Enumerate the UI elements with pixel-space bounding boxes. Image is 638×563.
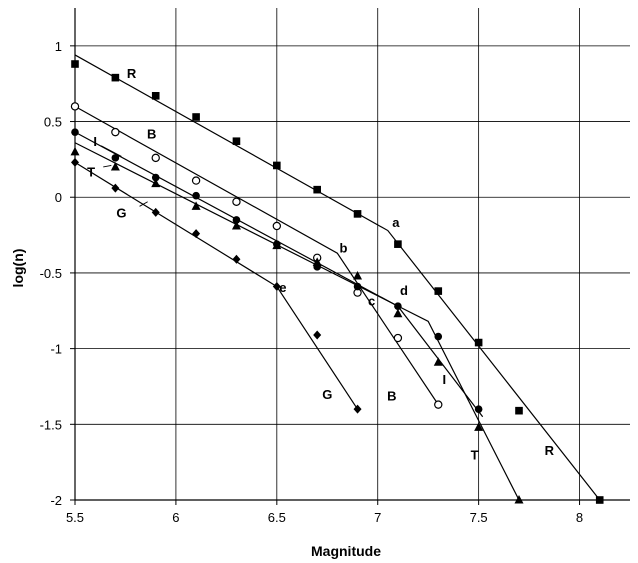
data-point-r [515,406,523,415]
label-leader-line [101,145,122,157]
data-point-i [151,173,160,182]
series-label-t: T [471,448,479,463]
data-point-t [231,220,241,230]
x-tick-label: 7.5 [470,510,488,525]
break-label-a: a [392,215,400,230]
data-point-t [312,257,322,266]
data-point-i [353,282,362,291]
y-tick-label: -1 [50,342,62,357]
data-point-b [151,153,160,163]
y-tick-label: 0.5 [44,115,62,130]
data-point-b [232,197,241,206]
x-tick-label: 8 [576,510,583,525]
data-point-g [111,183,120,193]
data-point-t [272,240,282,250]
x-tick-label: 6 [172,510,179,525]
data-point-g [151,207,160,217]
data-point-g [192,229,201,239]
label-leader-line [103,164,112,168]
data-point-i [434,332,443,341]
series-label-r: R [127,66,137,81]
break-label-b: b [339,241,347,256]
break-label-e: e [279,280,286,295]
data-point-r [394,240,402,248]
break-label-d: d [400,283,408,298]
fit-line-g [74,161,359,410]
data-point-g [272,282,281,292]
data-point-b [191,176,201,185]
data-point-t [433,357,443,366]
data-point-r [353,210,362,218]
data-point-g [313,330,322,340]
fit-line-t [74,142,520,501]
series-label-g: G [322,387,332,402]
data-point-b [272,221,282,231]
data-point-i [474,405,483,413]
data-point-i [111,154,120,162]
data-point-i [232,216,241,224]
data-point-t [191,201,201,210]
data-point-r [111,73,120,82]
data-point-b [434,400,443,409]
series-label-i: I [93,134,97,149]
data-point-i [192,191,200,200]
data-point-t [353,270,363,280]
x-tick-label: 7 [374,510,381,525]
series-label-i: I [443,372,447,387]
data-point-g [353,404,362,414]
break-label-c: c [368,294,375,309]
data-point-r [192,113,200,121]
series-label-g: G [116,205,126,220]
grid [74,8,630,501]
y-tick-label: -0.5 [40,266,62,281]
y-axis-title: log(n) [10,249,26,288]
fit-line-b [74,105,439,405]
data-point-r [313,185,321,194]
series-label-t: T [87,164,95,179]
y-tick-label: 0 [55,190,62,205]
data-point-r [151,92,160,100]
data-point-t [514,495,524,504]
x-tick-label: 5.5 [66,510,84,525]
data-point-i [71,128,79,136]
data-point-t [393,308,403,318]
data-point-r [71,60,79,68]
label-leaders [101,145,148,207]
fit-line-i [74,131,484,418]
series-label-r: R [545,443,555,458]
data-point-r [273,161,281,170]
label-leader-line [139,201,148,207]
fit-line-r [74,54,601,501]
data-point-r [595,496,604,504]
y-tick-label: -2 [50,493,62,508]
series-label-b: B [147,127,156,142]
series-label-b: B [387,389,396,404]
data-point-b [70,102,80,111]
data-point-r [434,287,443,295]
tick-labels: 5.5 6 6.5 7 7.5 8 1 0.5 0 -0.5 -1 -1.5 -2 [40,39,584,525]
data-point-r [474,338,483,347]
data-point-r [232,137,241,146]
data-point-g [71,157,79,167]
data-point-t [151,178,161,188]
x-axis-title: Magnitude [311,543,381,559]
data-point-i [394,302,402,311]
data-point-t [474,422,484,431]
data-point-g [232,254,241,264]
data-point-b [393,333,403,343]
data-point-t [110,161,120,171]
x-tick-label: 6.5 [268,510,286,525]
data-points [70,60,604,504]
data-point-b [111,127,120,137]
y-tick-label: -1.5 [40,417,62,432]
data-point-t [70,146,80,156]
axes [70,8,630,505]
y-tick-label: 1 [55,39,62,54]
